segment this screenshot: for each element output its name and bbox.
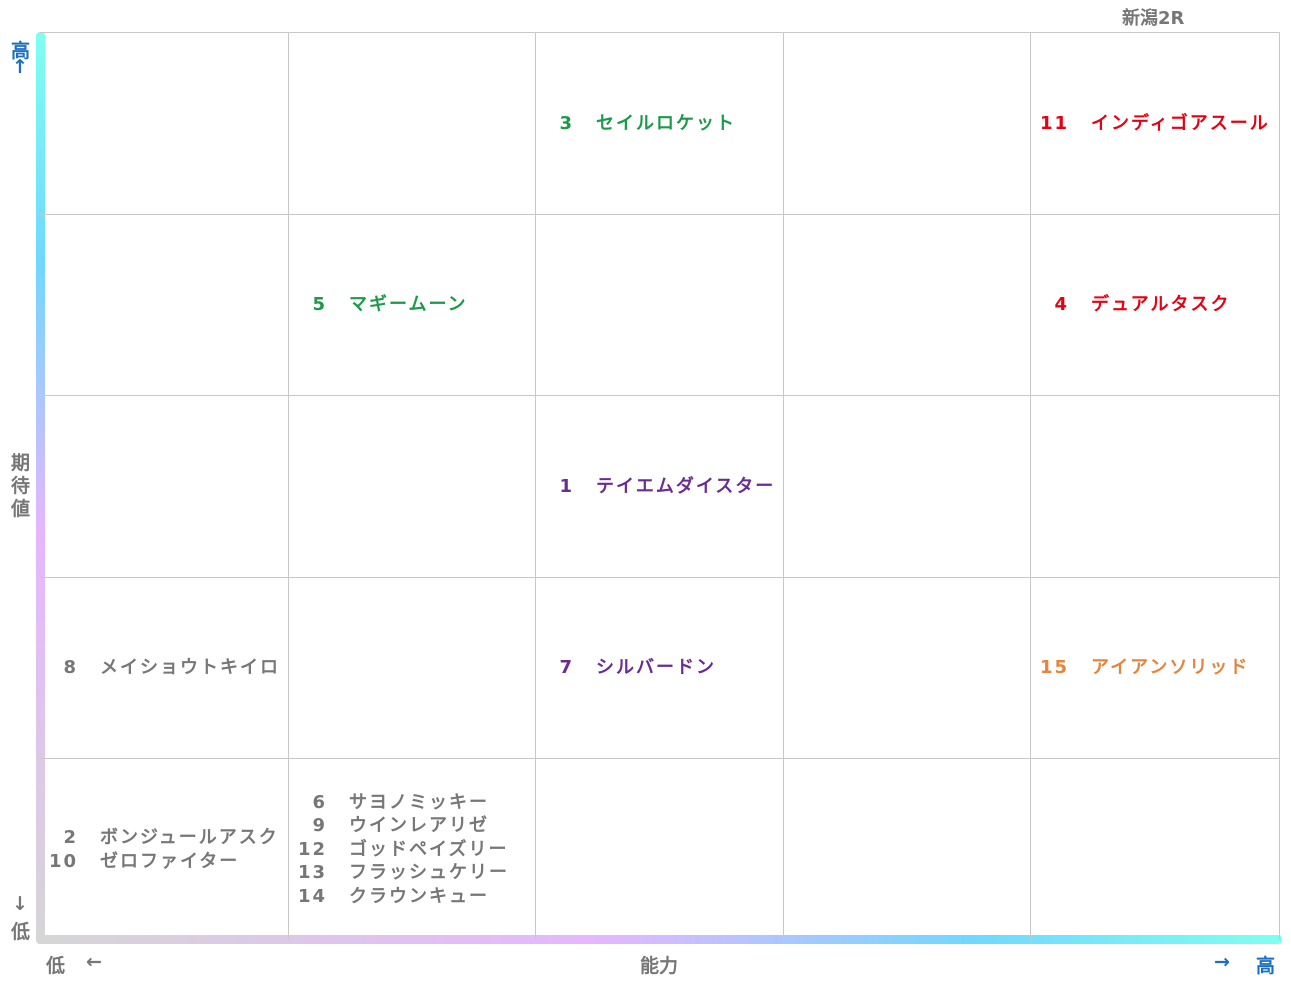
entry: 5 マギームーン bbox=[295, 293, 535, 317]
cell: 7 シルバードン bbox=[536, 577, 784, 758]
y-high: 高 bbox=[11, 40, 31, 62]
x-high-arrow: → bbox=[1214, 951, 1230, 973]
cell bbox=[40, 32, 289, 214]
entry: 4 デュアルタスク bbox=[1037, 293, 1279, 317]
x-axis-bar bbox=[36, 935, 1282, 944]
cell: 11 インディゴアスール bbox=[1031, 32, 1280, 214]
entry: 8 メイショウトキイロ bbox=[46, 656, 288, 680]
entry-number: 4 bbox=[1054, 294, 1069, 316]
entry: 1 テイエムダイスター bbox=[542, 475, 783, 499]
cell bbox=[784, 32, 1031, 214]
entry-name: サヨノミッキー bbox=[349, 791, 489, 813]
entry-number: 2 bbox=[63, 827, 78, 848]
entry: 6 サヨノミッキー bbox=[295, 791, 535, 815]
cell bbox=[40, 214, 289, 395]
cell bbox=[40, 395, 289, 577]
cell: 4 デュアルタスク bbox=[1031, 214, 1280, 395]
entry: 2 ボンジュールアスク bbox=[46, 826, 288, 850]
entry: 10 ゼロファイター bbox=[46, 850, 288, 874]
x-low: 低 bbox=[46, 955, 66, 977]
y-low-arrow: ↓ bbox=[12, 893, 28, 915]
y-axis-bar bbox=[36, 32, 45, 944]
entry-number: 7 bbox=[559, 657, 574, 679]
cell bbox=[784, 577, 1031, 758]
cell bbox=[536, 758, 784, 940]
entry: 12 ゴッドペイズリー bbox=[295, 838, 535, 862]
entry-number: 9 bbox=[312, 815, 327, 837]
entry-name: ボンジュールアスク bbox=[100, 827, 279, 848]
entry-number: 8 bbox=[63, 657, 78, 679]
entry-name: インディゴアスール bbox=[1091, 112, 1270, 134]
cell bbox=[1031, 395, 1280, 577]
entry-number: 10 bbox=[48, 850, 78, 872]
cell: 15 アイアンソリッド bbox=[1031, 577, 1280, 758]
entry: 3 セイルロケット bbox=[542, 112, 783, 136]
entry-number: 3 bbox=[559, 112, 574, 134]
cell: 3 セイルロケット bbox=[536, 32, 784, 214]
title: 新潟2R bbox=[1122, 8, 1185, 29]
entry: 11 インディゴアスール bbox=[1037, 112, 1279, 136]
entry-name: メイショウトキイロ bbox=[100, 657, 280, 679]
entry: 14 クラウンキュー bbox=[295, 885, 535, 909]
entry-number: 12 bbox=[297, 838, 327, 860]
cell bbox=[1031, 758, 1280, 940]
entry: 13 フラッシュケリー bbox=[295, 861, 535, 885]
entry-name: デュアルタスク bbox=[1091, 294, 1231, 316]
entry-number: 6 bbox=[312, 791, 327, 813]
cell bbox=[289, 577, 536, 758]
cell: 6 サヨノミッキー 9 ウインレアリゼ 12 ゴッドペイズリー 13 フラッシュケリー 14 クラ… bbox=[289, 758, 536, 940]
entry-name: ゴッドペイズリー bbox=[349, 838, 509, 860]
entry-name: テイエムダイスター bbox=[596, 475, 776, 497]
x-high: 高 bbox=[1256, 955, 1276, 977]
y-low: 低 bbox=[11, 921, 31, 943]
entry: 7 シルバードン bbox=[542, 656, 783, 680]
entry-name: セイルロケット bbox=[596, 112, 736, 134]
cell bbox=[784, 395, 1031, 577]
entry-number: 11 bbox=[1039, 112, 1069, 134]
cell bbox=[784, 214, 1031, 395]
entry-name: ゼロファイター bbox=[100, 850, 240, 872]
cell bbox=[289, 32, 536, 214]
entry-number: 13 bbox=[297, 862, 327, 884]
entry-name: ウインレアリゼ bbox=[349, 815, 489, 837]
entry-name: マギームーン bbox=[349, 294, 468, 316]
y-high-arrow: ↑ bbox=[12, 56, 28, 78]
entry: 9 ウインレアリゼ bbox=[295, 814, 535, 838]
x-label: 能力 bbox=[640, 955, 679, 977]
entry-name: クラウンキュー bbox=[349, 885, 489, 907]
entry-number: 14 bbox=[297, 885, 327, 907]
x-low-arrow: ← bbox=[86, 951, 102, 973]
cell: 1 テイエムダイスター bbox=[536, 395, 784, 577]
cell: 2 ボンジュールアスク 10 ゼロファイター bbox=[40, 758, 289, 940]
y-label: 期待値 bbox=[11, 452, 31, 520]
entry-name: シルバードン bbox=[596, 657, 716, 679]
entry-number: 15 bbox=[1039, 657, 1069, 679]
cell: 8 メイショウトキイロ bbox=[40, 577, 289, 758]
cell bbox=[289, 395, 536, 577]
entry-number: 1 bbox=[559, 475, 574, 497]
entry-number: 5 bbox=[312, 294, 327, 316]
entry-name: アイアンソリッド bbox=[1091, 657, 1250, 679]
entry: 15 アイアンソリッド bbox=[1037, 656, 1279, 680]
entry-name: フラッシュケリー bbox=[349, 862, 509, 884]
cell bbox=[784, 758, 1031, 940]
cell bbox=[536, 214, 784, 395]
cell: 5 マギームーン bbox=[289, 214, 536, 395]
